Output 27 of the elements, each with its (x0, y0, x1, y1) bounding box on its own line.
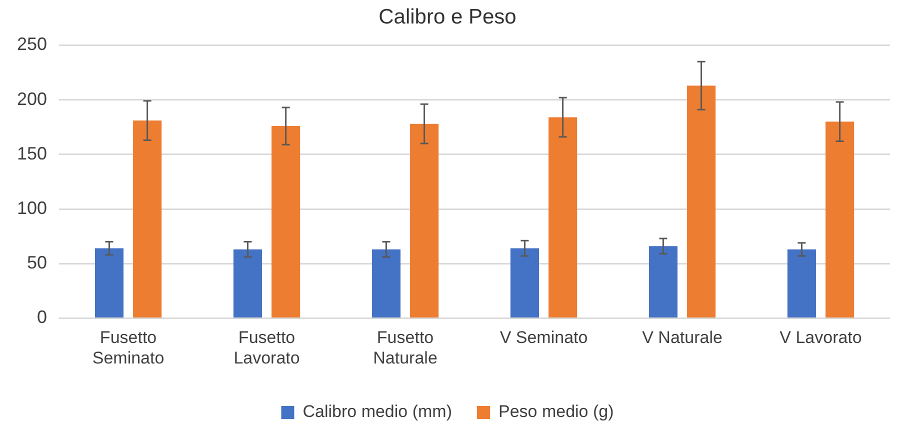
bar (410, 124, 439, 318)
y-tick-label: 150 (16, 143, 48, 164)
bar (826, 122, 854, 318)
bar (372, 249, 401, 318)
bar (510, 248, 540, 318)
bar (648, 246, 678, 318)
bar (272, 126, 300, 318)
x-tick-label: Fusetto Seminato (92, 328, 164, 368)
y-tick-label: 100 (16, 198, 48, 218)
x-tick-label: V Naturale (642, 328, 722, 348)
x-tick-label: Fusetto Lavorato (234, 328, 300, 368)
legend-label: Calibro medio (mm) (302, 402, 452, 422)
chart-title: Calibro e Peso (378, 5, 516, 28)
bar (233, 249, 262, 318)
bar (548, 117, 578, 318)
y-tick-label: 250 (16, 34, 48, 54)
bar (687, 86, 716, 318)
x-tick-label: V Seminato (500, 328, 588, 348)
y-tick-label: 0 (37, 307, 48, 328)
bar (94, 248, 124, 318)
bar (787, 249, 816, 318)
legend-label: Peso medio (g) (498, 402, 614, 422)
x-tick-label: Fusetto Naturale (373, 328, 438, 368)
x-tick-label: V Lavorato (780, 328, 862, 348)
y-tick-label: 200 (16, 88, 48, 109)
y-tick-label: 50 (27, 252, 48, 273)
bar (133, 120, 162, 318)
